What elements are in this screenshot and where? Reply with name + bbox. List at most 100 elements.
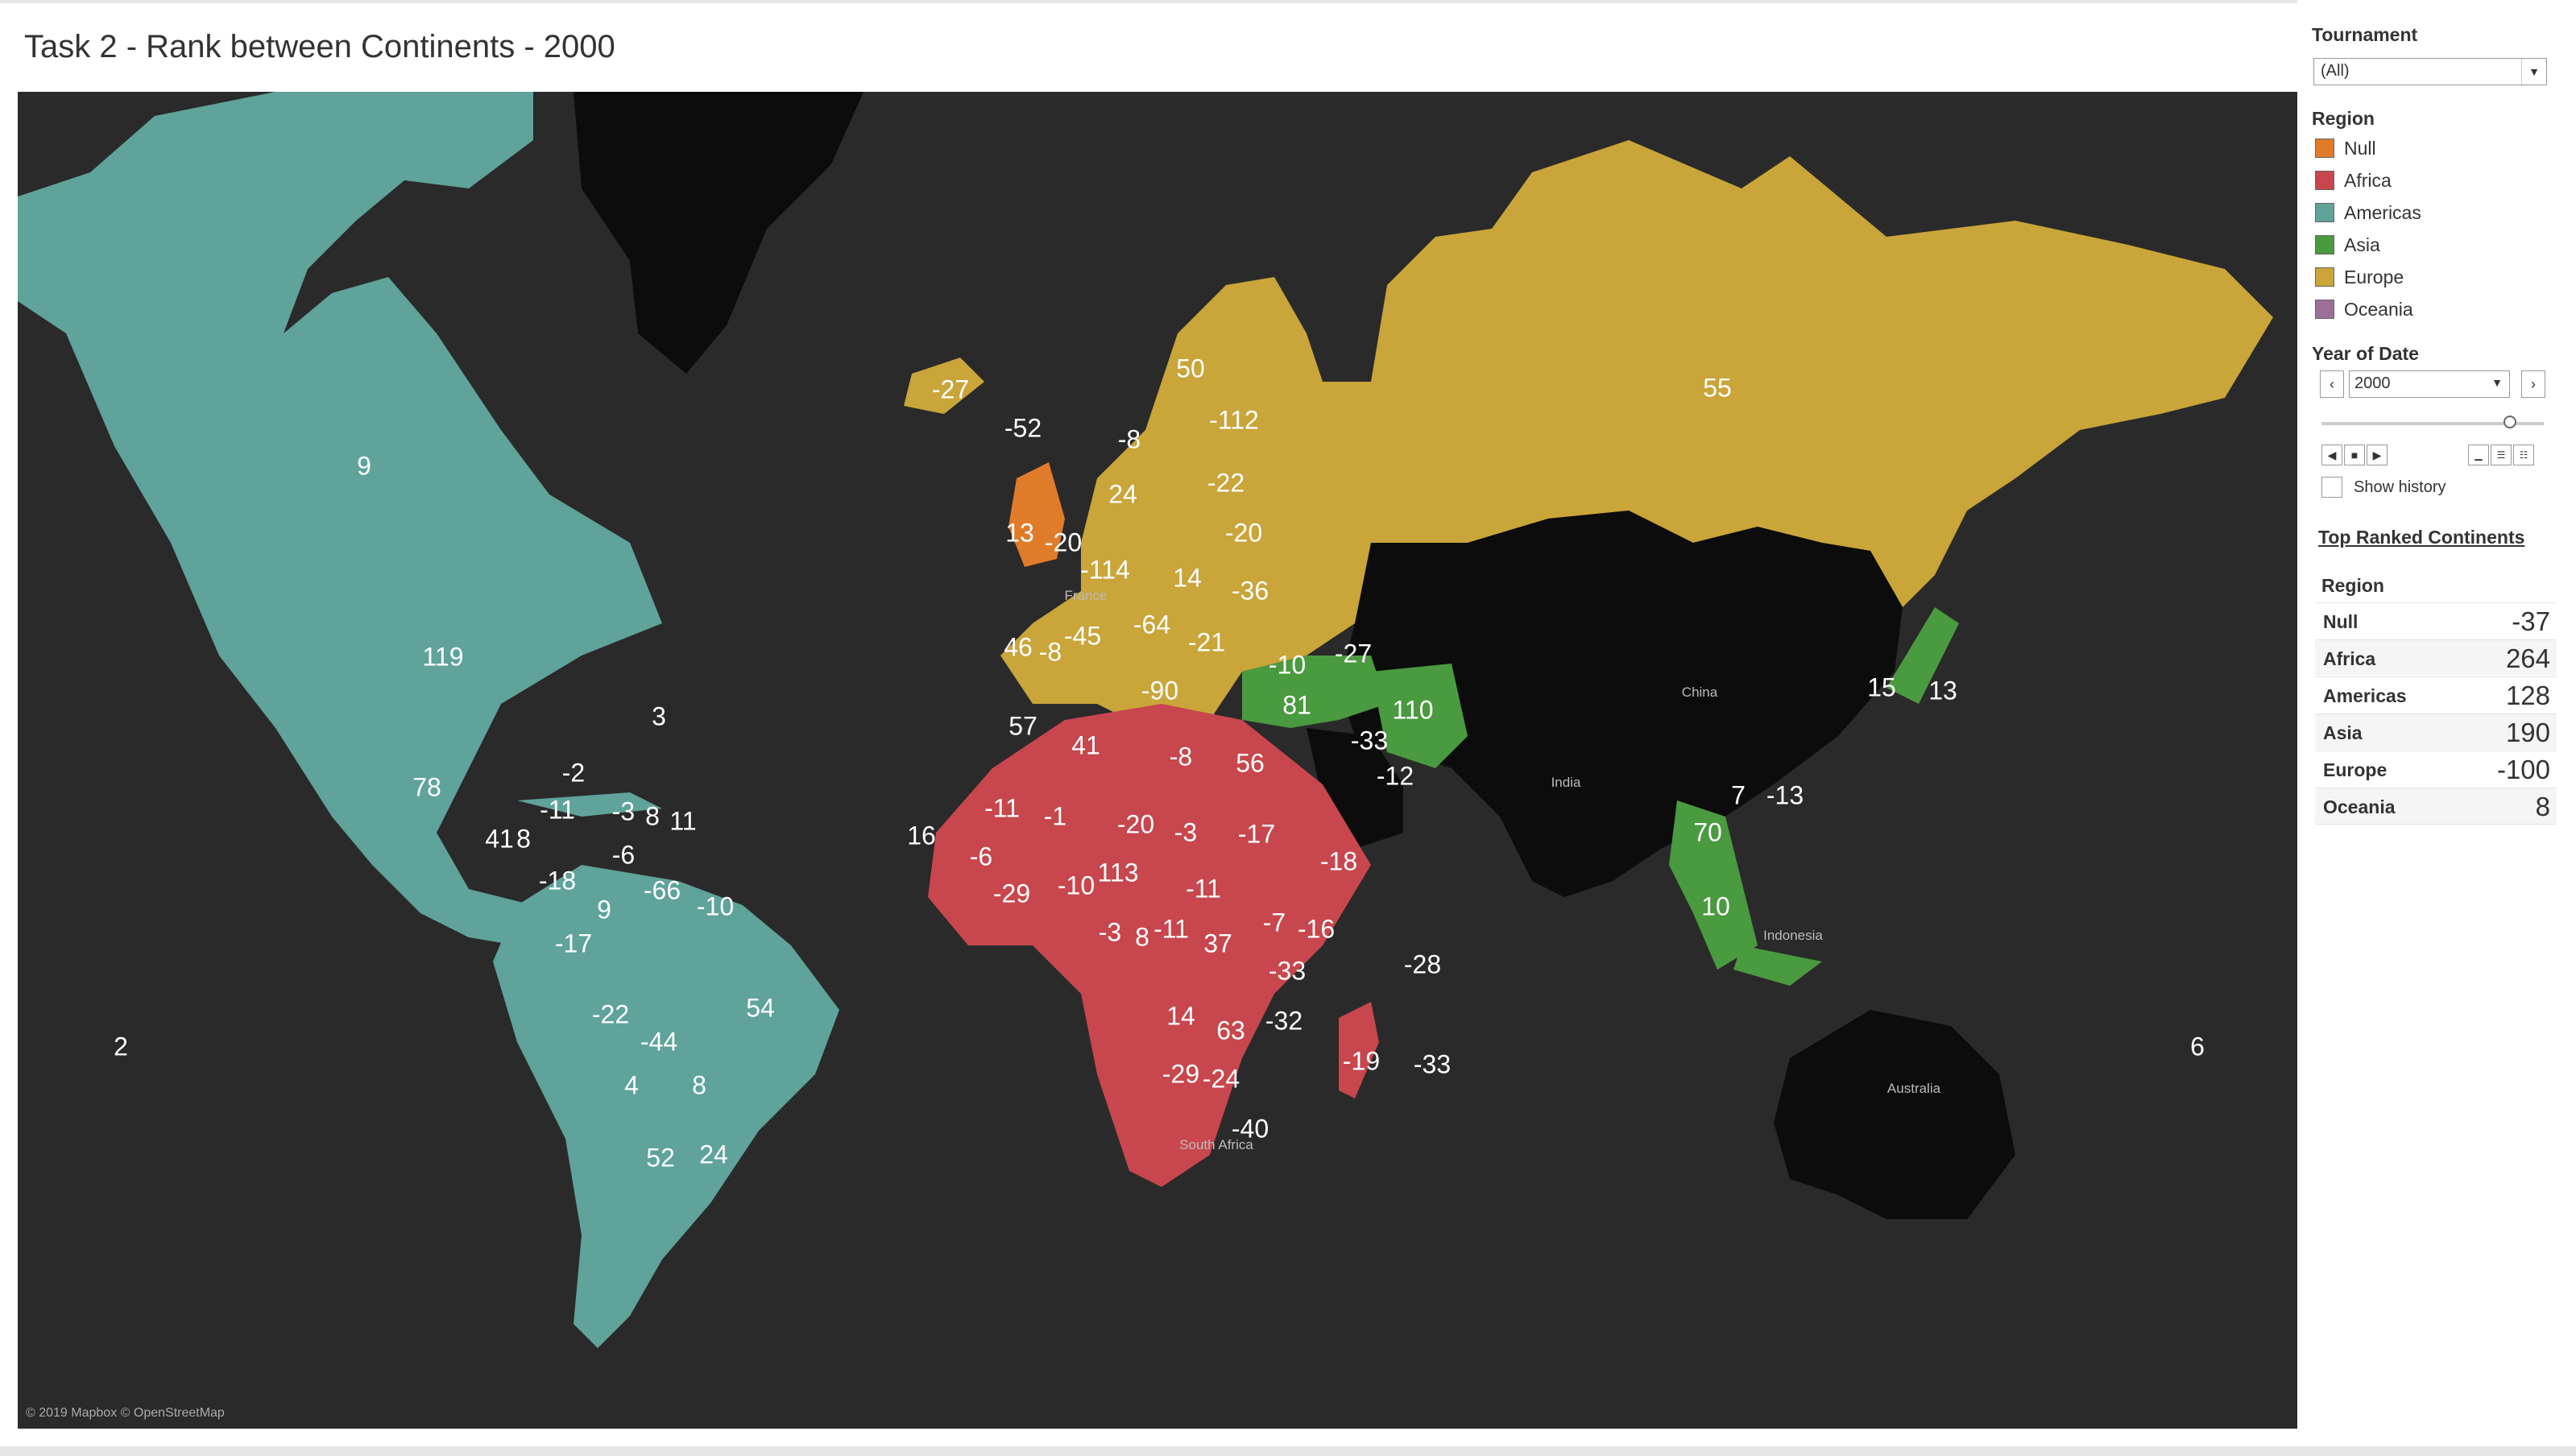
legend-item-null[interactable]: Null (2315, 137, 2376, 159)
map-value[interactable]: 14 (1166, 1001, 1195, 1031)
map-value[interactable]: 24 (699, 1140, 728, 1169)
map-value[interactable]: -29 (992, 879, 1031, 908)
map-value[interactable]: -7 (1262, 908, 1286, 937)
map-value[interactable]: -33 (1350, 726, 1389, 755)
map-value[interactable]: -10 (696, 891, 735, 921)
map-value[interactable]: -6 (969, 842, 993, 871)
map-value[interactable]: -3 (1098, 917, 1122, 947)
map-value[interactable]: -11 (1186, 874, 1221, 904)
map-value[interactable]: -20 (1224, 518, 1263, 548)
speed-medium-icon[interactable]: ☰ (2491, 445, 2512, 465)
map-value[interactable]: 14 (1173, 563, 1202, 593)
map-value[interactable]: 13 (1928, 676, 1957, 705)
map-value[interactable]: 37 (1203, 929, 1232, 958)
map-value[interactable]: -29 (1162, 1059, 1200, 1089)
map-value[interactable]: -112 (1209, 405, 1259, 435)
map-value[interactable]: -1 (1043, 801, 1067, 831)
map-value[interactable]: -12 (1376, 761, 1414, 791)
map-value[interactable]: 52 (646, 1143, 675, 1173)
map-value[interactable]: 81 (1282, 690, 1311, 720)
map-value[interactable]: 41 (485, 824, 514, 854)
legend-item-europe[interactable]: Europe (2315, 266, 2404, 288)
map-value[interactable]: 15 (1867, 672, 1896, 702)
map-value[interactable]: -20 (1116, 809, 1155, 839)
map-value[interactable]: 57 (1008, 711, 1037, 741)
map-value[interactable]: -27 (1334, 639, 1373, 668)
map-value[interactable]: -17 (1237, 819, 1276, 849)
year-slider-handle[interactable] (2504, 416, 2516, 428)
tournament-dropdown[interactable]: (All) ▼ (2313, 58, 2547, 85)
map-value[interactable]: 8 (692, 1070, 706, 1100)
map-value[interactable]: -20 (1044, 527, 1083, 557)
map-value[interactable]: -6 (611, 840, 636, 870)
map-value[interactable]: -64 (1133, 610, 1171, 639)
map-value[interactable]: -22 (591, 999, 630, 1029)
chevron-left-icon[interactable]: ‹ (2320, 370, 2344, 398)
table-row[interactable]: Americas 128 (2315, 676, 2557, 713)
map-value[interactable]: -17 (554, 929, 593, 958)
map-value[interactable]: -16 (1297, 914, 1336, 944)
map-value[interactable]: 11 (669, 806, 697, 836)
map-value[interactable]: -13 (1766, 780, 1804, 810)
map-value[interactable]: -33 (1268, 956, 1307, 986)
map-attribution[interactable]: © 2019 Mapbox © OpenStreetMap (26, 1406, 225, 1420)
map-value[interactable]: 8 (1135, 922, 1149, 952)
map-value[interactable]: -8 (1038, 637, 1062, 667)
map-value[interactable]: -10 (1268, 650, 1307, 680)
map-value[interactable]: -21 (1187, 627, 1226, 657)
chevron-down-icon[interactable]: ▼ (2491, 376, 2503, 389)
map-value[interactable]: 10 (1701, 891, 1730, 921)
map-value[interactable]: 70 (1693, 817, 1722, 847)
show-history-checkbox[interactable] (2321, 477, 2342, 498)
map-value[interactable]: -18 (1319, 846, 1358, 876)
map-value[interactable]: 8 (516, 824, 531, 854)
map-value[interactable]: -33 (1413, 1049, 1452, 1079)
map-value[interactable]: -11 (540, 795, 575, 825)
map-value[interactable]: 119 (422, 642, 464, 672)
map-value[interactable]: -27 (931, 374, 970, 404)
map-value[interactable]: 63 (1216, 1015, 1245, 1045)
map-value[interactable]: -8 (1117, 424, 1141, 454)
map-value[interactable]: 46 (1004, 632, 1033, 662)
map-value[interactable]: 54 (746, 993, 775, 1023)
map-value[interactable]: -36 (1231, 576, 1269, 606)
map-value[interactable]: 113 (1097, 858, 1139, 887)
map-value[interactable]: 4 (624, 1070, 639, 1100)
legend-item-asia[interactable]: Asia (2315, 234, 2380, 256)
map-value[interactable]: 56 (1236, 748, 1265, 778)
map-value[interactable]: 16 (907, 821, 936, 850)
table-row[interactable]: Africa 264 (2315, 639, 2557, 676)
map-value[interactable]: -11 (984, 793, 1020, 823)
map-value[interactable]: -52 (1004, 413, 1042, 443)
table-row[interactable]: Asia 190 (2315, 714, 2557, 750)
play-icon[interactable]: ▶ (2367, 445, 2388, 465)
map-value[interactable]: -90 (1141, 676, 1179, 705)
map-value[interactable]: -3 (611, 796, 636, 826)
step-back-icon[interactable]: ◀ (2321, 445, 2342, 465)
map-value[interactable]: 3 (652, 701, 666, 731)
map-value[interactable]: -66 (643, 875, 681, 905)
map-value[interactable]: 24 (1108, 479, 1137, 509)
map-value[interactable]: 110 (1392, 695, 1434, 725)
chevron-down-icon[interactable]: ▼ (2521, 59, 2546, 85)
map-value[interactable]: -2 (561, 758, 586, 788)
map-value[interactable]: 6 (2190, 1032, 2205, 1061)
map-value[interactable]: 13 (1005, 518, 1034, 548)
map-value[interactable]: -28 (1403, 949, 1442, 979)
map-value[interactable]: -24 (1202, 1064, 1240, 1094)
map-value[interactable]: 78 (412, 772, 441, 802)
legend-item-americas[interactable]: Americas (2315, 201, 2421, 224)
year-dropdown[interactable]: 2000 ▼ (2349, 370, 2510, 398)
legend-item-africa[interactable]: Africa (2315, 169, 2392, 192)
legend-item-oceania[interactable]: Oceania (2315, 298, 2413, 321)
map-value[interactable]: -45 (1063, 621, 1102, 651)
map-value[interactable]: -18 (538, 866, 577, 896)
map-value[interactable]: -44 (640, 1027, 678, 1057)
speed-fast-icon[interactable]: ☷ (2513, 445, 2534, 465)
chevron-right-icon[interactable]: › (2521, 370, 2545, 398)
map-value[interactable]: -8 (1169, 742, 1193, 771)
table-row[interactable]: Europe -100 (2315, 751, 2557, 787)
map-value[interactable]: -40 (1231, 1114, 1269, 1144)
map-value[interactable]: 55 (1703, 373, 1732, 403)
map-value[interactable]: -11 (1153, 914, 1189, 944)
